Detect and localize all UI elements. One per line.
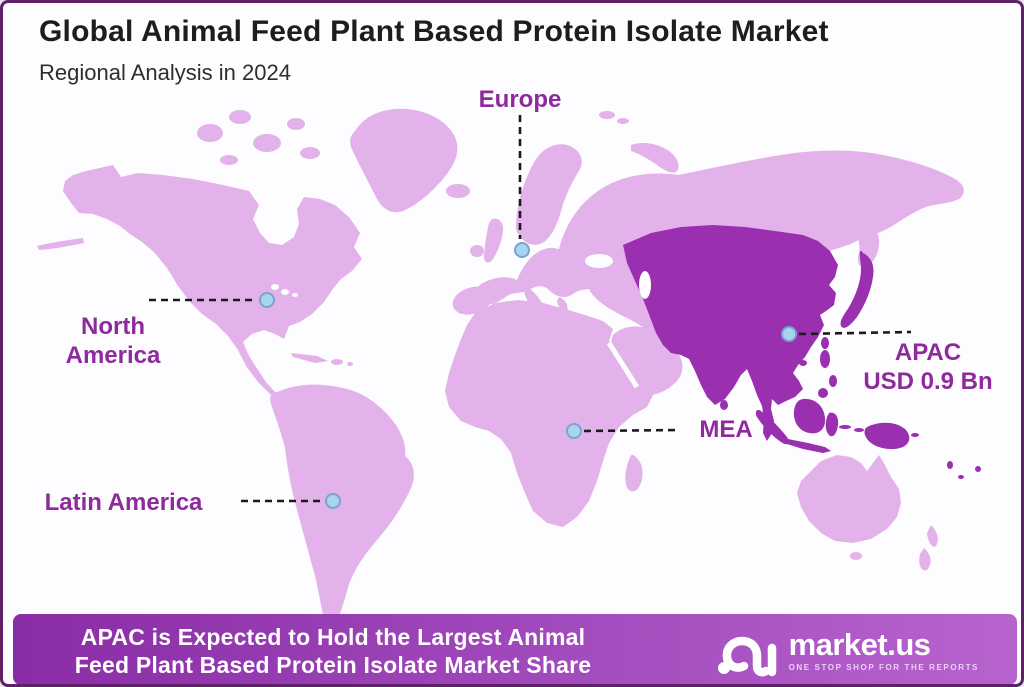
- region-label-mea: MEA: [699, 416, 753, 443]
- region-label-latin-america: Latin America: [44, 489, 203, 516]
- marker-mea: [566, 423, 582, 439]
- cuba: [291, 353, 328, 363]
- hainan: [799, 360, 807, 366]
- kamchatka: [851, 216, 880, 268]
- greenland: [350, 108, 458, 213]
- lesser-sunda: [854, 428, 864, 432]
- continent-north-america: [63, 165, 362, 408]
- tasmania: [850, 552, 862, 560]
- taiwan: [821, 337, 829, 349]
- borneo: [793, 398, 826, 434]
- apac-mainland: [623, 225, 838, 441]
- greece: [557, 297, 568, 312]
- land-highlight-apac-group: [623, 225, 981, 479]
- region-label-north-america: North America: [65, 313, 161, 369]
- logo-text: market.us ONE STOP SHOP FOR THE REPORTS: [789, 629, 979, 672]
- sumatra: [755, 409, 789, 445]
- new-zealand-south: [919, 548, 931, 571]
- arctic-island: [300, 147, 320, 159]
- logo-brand: market.us: [788, 626, 931, 662]
- hispaniola: [331, 359, 343, 365]
- japan: [840, 250, 874, 328]
- arctic-island: [197, 124, 223, 142]
- page-title: Global Animal Feed Plant Based Protein I…: [39, 15, 829, 48]
- new-caledonia: [958, 475, 964, 479]
- markers-group: [259, 242, 797, 509]
- sri-lanka: [720, 400, 728, 410]
- vanuatu: [947, 461, 953, 469]
- iberia: [452, 286, 493, 315]
- red-sea: [606, 341, 640, 389]
- region-label-europe: Europe: [478, 86, 562, 113]
- new-guinea: [864, 422, 910, 450]
- region-label-apac-name: APAC: [894, 339, 962, 366]
- ireland: [470, 245, 484, 257]
- new-zealand-north: [927, 525, 938, 547]
- marketus-logo-icon: [717, 636, 776, 677]
- caspian-sea: [639, 271, 651, 299]
- bottom-banner: APAC is Expected to Hold the Largest Ani…: [13, 614, 1017, 684]
- region-label-apac: APAC USD 0.9 Bn: [853, 338, 1003, 396]
- marketus-logo: market.us ONE STOP SHOP FOR THE REPORTS: [715, 621, 979, 679]
- marker-latin-america: [325, 493, 341, 509]
- continent-south-america: [270, 384, 414, 628]
- lesser-sunda: [839, 425, 851, 429]
- fiji: [975, 466, 981, 472]
- philippines-luzon: [820, 350, 830, 368]
- solomon-islands: [911, 433, 919, 437]
- arctic-island: [220, 155, 238, 165]
- aleutian-islands: [37, 238, 84, 250]
- united-kingdom: [483, 218, 504, 263]
- great-lake: [292, 293, 298, 297]
- black-sea: [585, 254, 613, 268]
- africa: [445, 300, 653, 527]
- iceland: [446, 184, 470, 198]
- philippines-visayas: [829, 375, 837, 387]
- australia: [797, 455, 901, 543]
- svalbard: [617, 118, 629, 124]
- seas-group: [271, 254, 651, 389]
- novaya-zemlya: [631, 143, 679, 173]
- logo-tagline: ONE STOP SHOP FOR THE REPORTS: [788, 662, 979, 672]
- scandinavia: [515, 144, 582, 245]
- land-default-group: [37, 108, 964, 628]
- connectors-group: [149, 115, 912, 503]
- arctic-island: [229, 110, 251, 124]
- marker-europe: [514, 242, 530, 258]
- connector-mea: [583, 428, 680, 433]
- banner-headline-line1: APAC is Expected to Hold the Largest Ani…: [80, 624, 586, 650]
- svalbard: [599, 111, 615, 119]
- arctic-island: [253, 134, 281, 152]
- marker-north-america: [259, 292, 275, 308]
- great-lake: [271, 284, 279, 290]
- java: [787, 439, 831, 453]
- banner-headline-line2: Feed Plant Based Protein Isolate Market …: [74, 652, 592, 678]
- world-map: [37, 108, 981, 628]
- page-subtitle: Regional Analysis in 2024: [39, 60, 291, 85]
- philippines-mindanao: [818, 388, 828, 398]
- banner-headline: APAC is Expected to Hold the Largest Ani…: [43, 623, 623, 679]
- puerto-rico: [347, 362, 353, 366]
- region-value-apac: USD 0.9 Bn: [863, 368, 993, 395]
- great-lake: [281, 289, 289, 295]
- marker-apac: [781, 326, 797, 342]
- sulawesi: [825, 412, 839, 437]
- madagascar: [625, 454, 643, 492]
- connector-apac: [798, 330, 912, 336]
- arctic-island: [287, 118, 305, 130]
